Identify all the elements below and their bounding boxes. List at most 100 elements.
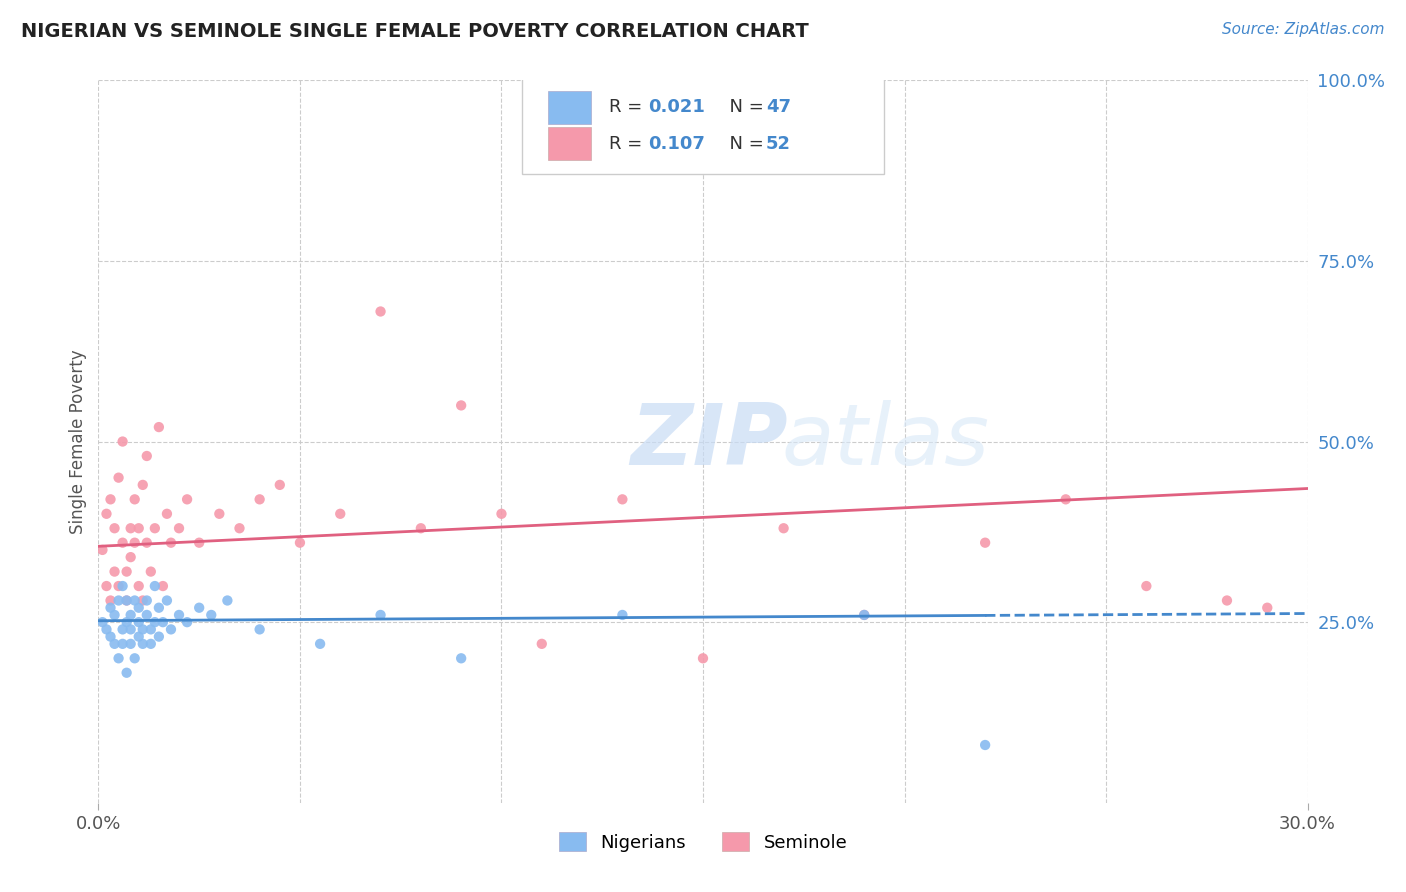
Point [132,637,155,651]
Point [370,304,392,318]
Point [612,607,634,622]
Text: 47: 47 [766,98,792,116]
Point [1054,492,1077,507]
Point [132,478,155,492]
Point [132,623,155,637]
Point [974,535,997,549]
Point [329,507,352,521]
Point [160,623,183,637]
Point [135,535,157,549]
Point [100,492,122,507]
Point [176,615,198,630]
Point [111,623,134,637]
Point [167,521,190,535]
Y-axis label: Single Female Poverty: Single Female Poverty [69,350,87,533]
Point [111,434,134,449]
Point [139,623,162,637]
Point [107,593,129,607]
Point [208,507,231,521]
Point [450,651,472,665]
Point [128,615,150,630]
Point [100,630,122,644]
Point [120,623,142,637]
Point [450,398,472,412]
Point [128,521,150,535]
Text: R =: R = [609,135,648,153]
Legend: Nigerians, Seminole: Nigerians, Seminole [551,825,855,859]
Point [370,607,392,622]
Point [91,542,114,557]
Point [135,607,157,622]
Point [124,651,146,665]
Point [115,615,138,630]
Point [1135,579,1157,593]
Point [124,492,146,507]
Text: NIGERIAN VS SEMINOLE SINGLE FEMALE POVERTY CORRELATION CHART: NIGERIAN VS SEMINOLE SINGLE FEMALE POVER… [21,22,808,41]
Point [491,507,513,521]
Point [152,579,174,593]
Point [692,651,714,665]
Text: atlas: atlas [782,400,990,483]
Point [96,579,118,593]
Point [103,521,125,535]
Point [128,600,150,615]
Point [103,637,125,651]
Point [176,492,198,507]
Text: ZIP: ZIP [630,400,789,483]
Point [853,607,876,622]
Point [1256,600,1278,615]
Text: R =: R = [609,98,648,116]
Point [217,593,239,607]
Point [188,535,211,549]
Point [115,593,138,607]
Text: N =: N = [717,98,769,116]
Text: N =: N = [717,135,769,153]
Point [409,521,432,535]
Point [128,579,150,593]
Point [124,535,146,549]
Point [120,550,142,565]
Point [139,565,162,579]
Point [107,470,129,484]
Text: 0.021: 0.021 [648,98,706,116]
Point [148,600,170,615]
Point [100,600,122,615]
Point [143,615,166,630]
Point [96,623,118,637]
Point [853,607,876,622]
Point [111,535,134,549]
Point [139,637,162,651]
Point [100,593,122,607]
Point [269,478,291,492]
Point [143,579,166,593]
Point [143,521,166,535]
Point [249,623,271,637]
Point [167,607,190,622]
Point [974,738,997,752]
Point [156,507,179,521]
Point [148,420,170,434]
Point [120,637,142,651]
Point [530,637,553,651]
Point [200,607,222,622]
Point [115,565,138,579]
Point [135,593,157,607]
Point [111,637,134,651]
Point [160,535,183,549]
Point [249,492,271,507]
Point [128,630,150,644]
Point [107,651,129,665]
Point [1216,593,1239,607]
Point [96,507,118,521]
Point [148,630,170,644]
Point [115,665,138,680]
Point [188,600,211,615]
Point [288,535,311,549]
Point [107,579,129,593]
Point [103,607,125,622]
Point [111,579,134,593]
Point [135,449,157,463]
Point [612,492,634,507]
Point [103,565,125,579]
Point [152,615,174,630]
